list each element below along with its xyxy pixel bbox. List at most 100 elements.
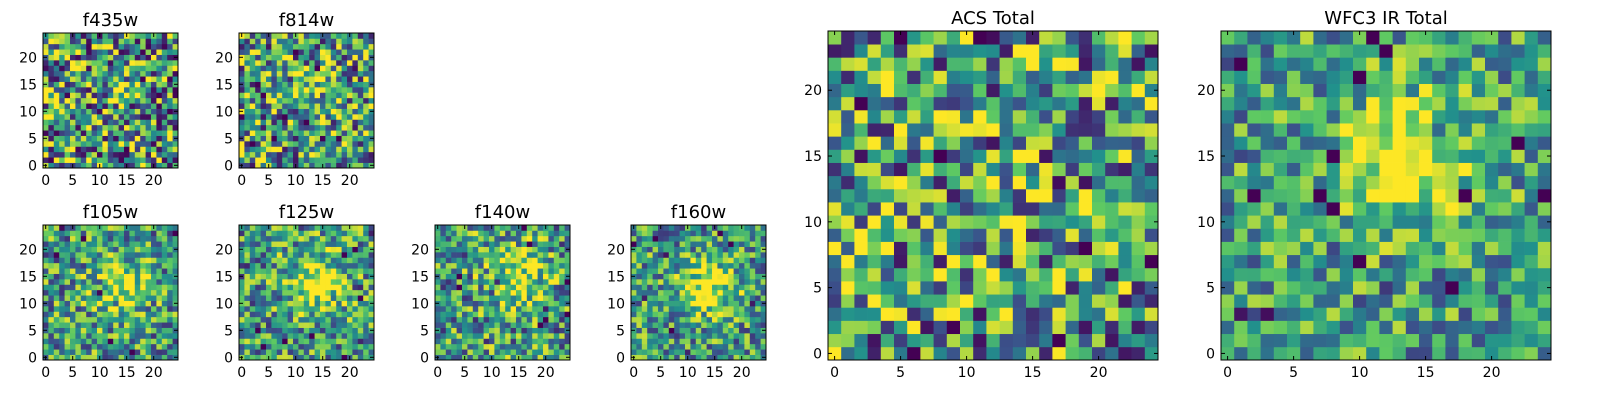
heatmap-cell: [1078, 70, 1093, 84]
heatmap-cell: [64, 273, 71, 280]
heatmap-cell: [1260, 267, 1275, 282]
heatmap-cell: [489, 273, 495, 280]
heatmap-cell: [140, 289, 146, 296]
heatmap-cell: [80, 114, 87, 120]
heatmap-cell: [543, 338, 549, 345]
heatmap-cell: [70, 311, 76, 318]
heatmap-cell: [298, 130, 305, 136]
heatmap-cell: [107, 289, 114, 296]
heatmap-cell: [1131, 281, 1146, 295]
heatmap-cell: [325, 322, 332, 328]
heatmap-cell: [880, 188, 895, 203]
heatmap-cell: [102, 162, 109, 169]
heatmap-cell: [124, 230, 130, 237]
heatmap-cell: [690, 279, 697, 285]
heatmap-cell: [532, 327, 538, 334]
heatmap-cell: [287, 295, 294, 301]
heatmap-cell: [357, 43, 364, 50]
heatmap-cell: [124, 306, 130, 312]
heatmap-cell: [320, 65, 326, 72]
heatmap-cell: [129, 300, 136, 307]
heatmap-cell: [1287, 333, 1301, 348]
heatmap-cell: [260, 225, 267, 231]
heatmap-cell: [244, 124, 251, 131]
heatmap-cell: [526, 241, 533, 247]
heatmap-cell: [97, 235, 103, 242]
heatmap-cell: [352, 130, 359, 136]
heatmap-cell: [145, 119, 152, 126]
heatmap-cell: [86, 157, 92, 163]
heatmap-cell: [739, 295, 745, 301]
heatmap-cell: [999, 162, 1014, 177]
heatmap-cell: [1118, 57, 1132, 71]
heatmap-cell: [499, 354, 506, 361]
heatmap-cell: [652, 295, 659, 301]
heatmap-cell: [946, 70, 961, 84]
heatmap-cell: [282, 135, 288, 142]
heatmap-cell: [1234, 346, 1248, 361]
heatmap-cell: [1247, 320, 1261, 335]
heatmap-cell: [867, 109, 882, 124]
heatmap-cell: [537, 343, 544, 350]
heatmap-cell: [685, 235, 691, 242]
heatmap-cell: [841, 307, 855, 321]
heatmap-cell: [303, 349, 310, 355]
heatmap-cell: [266, 235, 272, 242]
heatmap-cell: [1379, 228, 1393, 242]
heatmap-cell: [118, 146, 125, 153]
heatmap-cell: [336, 130, 342, 136]
heatmap-cell: [553, 257, 560, 264]
heatmap-cell: [129, 268, 136, 274]
heatmap-cell: [118, 87, 125, 93]
heatmap-cell: [341, 49, 348, 55]
heatmap-cell: [701, 235, 707, 242]
heatmap-cell: [854, 136, 868, 150]
heatmap-cell: [559, 235, 565, 242]
heatmap-cell: [255, 76, 261, 82]
heatmap-cell: [140, 241, 146, 247]
heatmap-cell: [255, 151, 261, 158]
heatmap-cell: [828, 241, 842, 256]
heatmap-cell: [129, 246, 136, 253]
heatmap-cell: [920, 333, 934, 348]
heatmap-cell: [266, 130, 272, 136]
heatmap-cell: [999, 44, 1014, 58]
heatmap-cell: [151, 124, 157, 131]
heatmap-cell: [760, 338, 767, 345]
heatmap-cell: [1144, 96, 1159, 111]
heatmap-cell: [97, 38, 103, 45]
heatmap-cell: [494, 273, 501, 280]
heatmap-cell: [1511, 254, 1525, 269]
heatmap-cell: [674, 273, 680, 280]
heatmap-cell: [249, 38, 256, 45]
heatmap-cell: [134, 38, 141, 45]
heatmap-cell: [933, 70, 948, 84]
heatmap-cell: [559, 252, 565, 258]
heatmap-cell: [282, 70, 288, 77]
heatmap-cell: [341, 108, 348, 115]
heatmap-cell: [564, 257, 571, 264]
heatmap-cell: [867, 188, 882, 203]
heatmap-cell: [440, 279, 447, 285]
heatmap-cell: [357, 49, 364, 55]
heatmap-cell: [1078, 281, 1093, 295]
heatmap-cell: [59, 257, 65, 264]
heatmap-cell: [151, 70, 157, 77]
heatmap-cell: [641, 289, 648, 296]
heatmap-cell: [739, 300, 745, 307]
heatmap-cell: [368, 322, 375, 328]
heatmap-cell: [249, 235, 256, 242]
heatmap-cell: [271, 225, 278, 231]
heatmap-cell: [255, 284, 261, 291]
heatmap-cell: [172, 284, 179, 291]
heatmap-cell: [1419, 267, 1433, 282]
heatmap-cell: [548, 252, 555, 258]
heatmap-cell: [674, 300, 680, 307]
heatmap-cell: [739, 257, 745, 264]
heatmap-cell: [986, 254, 1000, 269]
heatmap-cell: [161, 65, 168, 72]
heatmap-cell: [462, 300, 468, 307]
heatmap-cell: [298, 60, 305, 66]
heatmap-cell: [706, 273, 713, 280]
heatmap-cell: [59, 141, 65, 147]
